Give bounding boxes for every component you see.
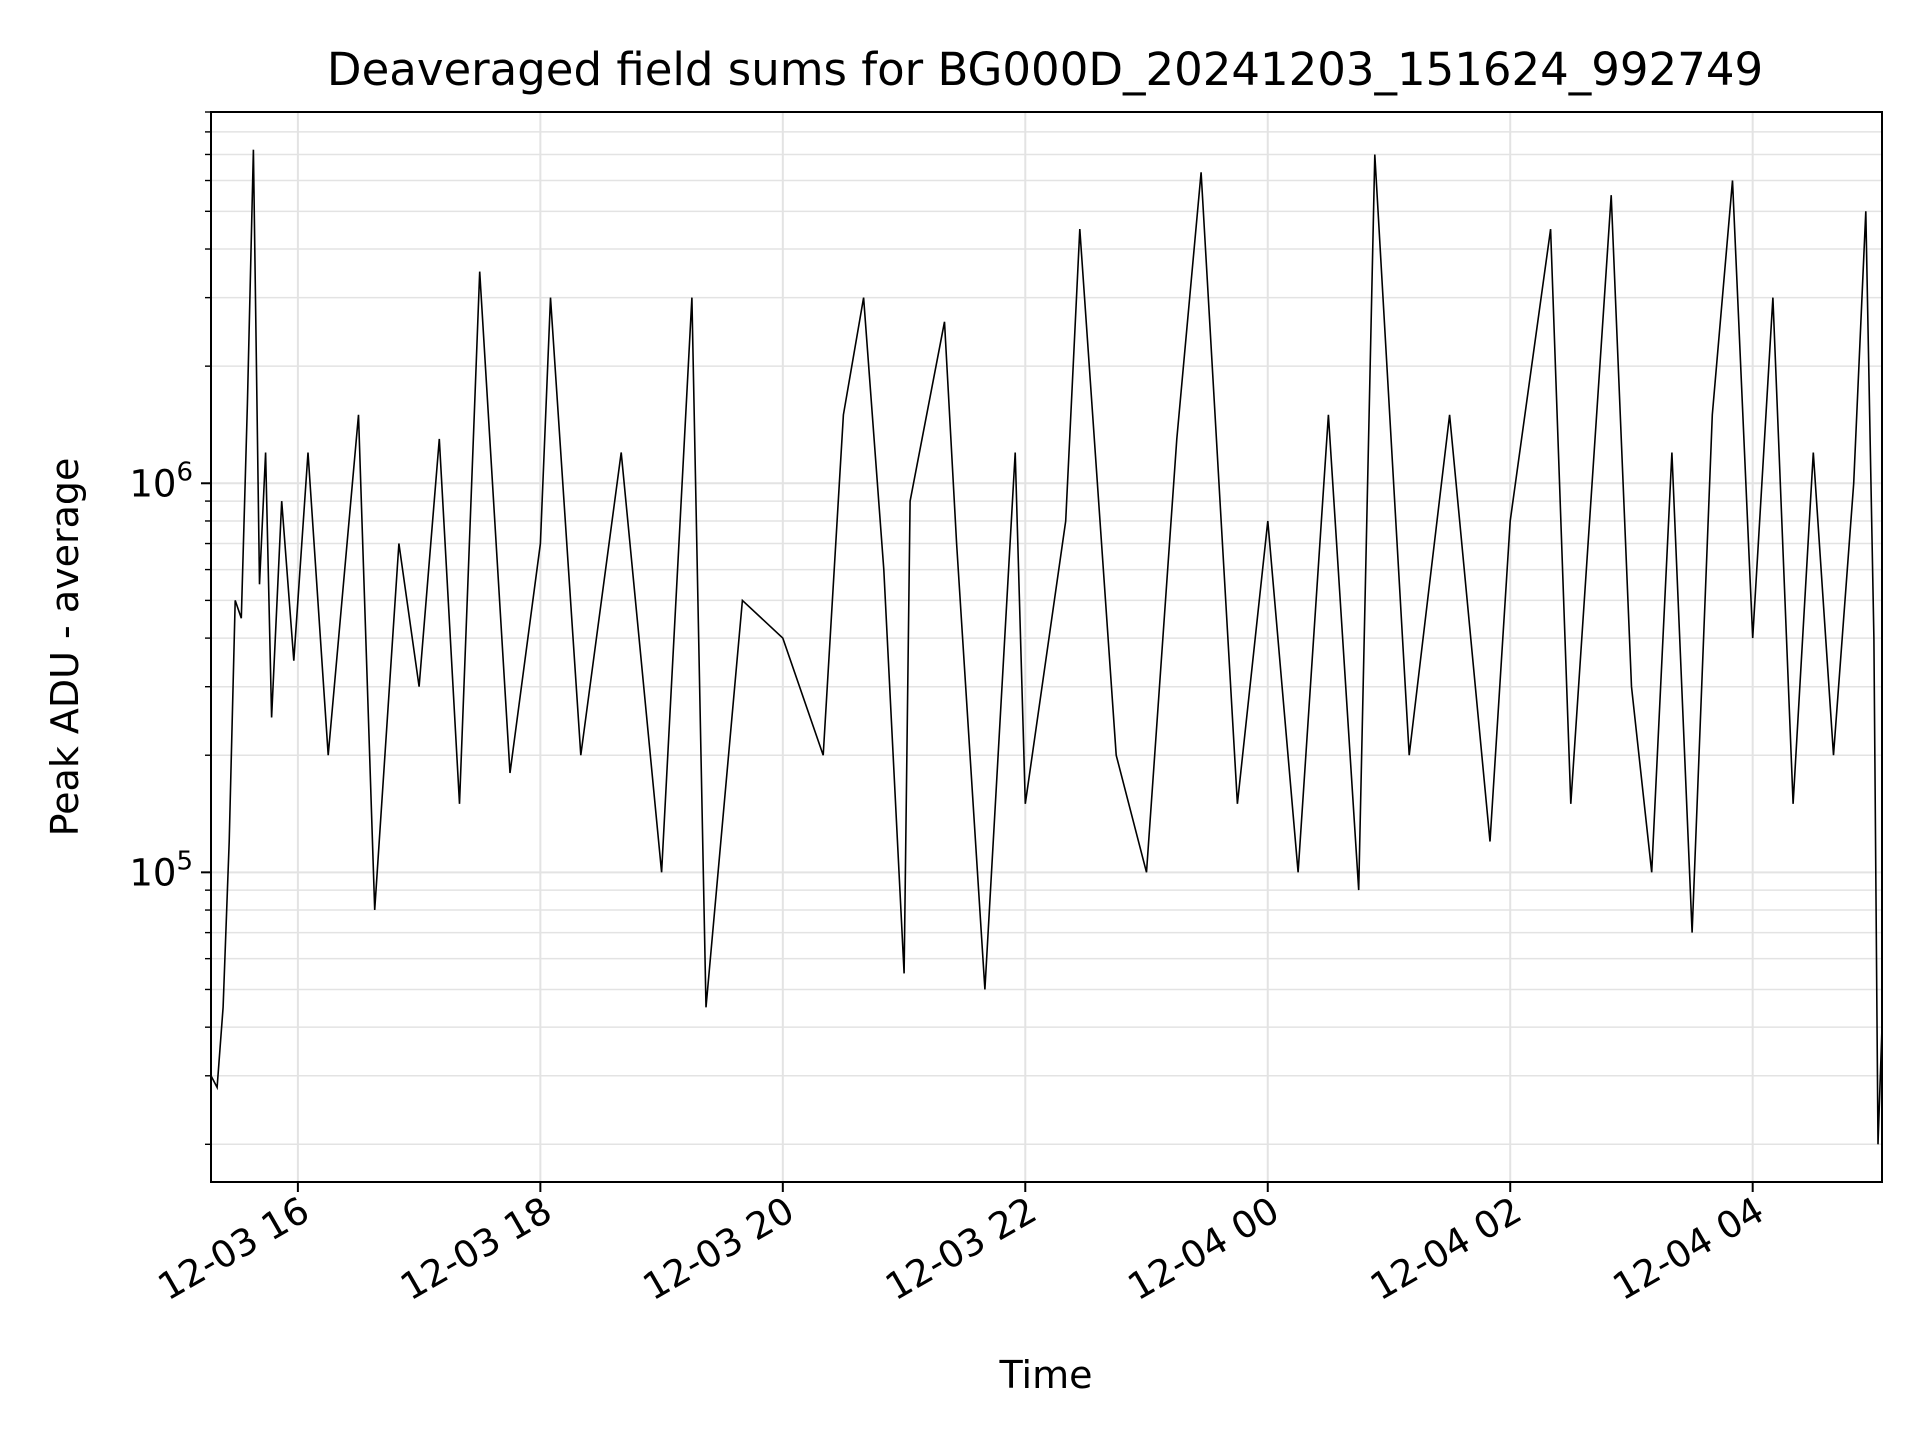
x-axis-label: Time [999, 1353, 1093, 1397]
y-tick-exponent: 6 [176, 457, 193, 487]
x-tick-label: 12-03 20 [636, 1189, 802, 1309]
series-line [210, 149, 1883, 1145]
axis-ticks: 12-03 16 12-03 18 12-03 20 12-03 22 12-04 00… [129, 111, 1772, 1309]
chart-title: Deaveraged field sums for BG000D_2024120… [327, 43, 1763, 96]
y-tick-base: 10 [129, 851, 176, 894]
series-line-layer [210, 149, 1883, 1145]
x-tick-label: 12-04 00 [1121, 1189, 1287, 1309]
y-tick-base: 10 [129, 462, 176, 505]
plot-frame [210, 111, 1883, 1183]
x-tick-label: 12-03 18 [393, 1189, 559, 1309]
x-tick-label: 12-04 04 [1606, 1189, 1772, 1309]
y-tick-exponent: 5 [176, 846, 193, 876]
x-tick-label: 12-03 22 [878, 1189, 1044, 1309]
x-tick-label: 12-03 16 [151, 1189, 317, 1309]
y-axis-label: Peak ADU - average [43, 458, 87, 837]
grid [211, 111, 1882, 1182]
x-tick-label: 12-04 02 [1363, 1189, 1529, 1309]
y-tick-label: 105 [129, 846, 193, 894]
y-tick-label: 106 [129, 457, 193, 505]
